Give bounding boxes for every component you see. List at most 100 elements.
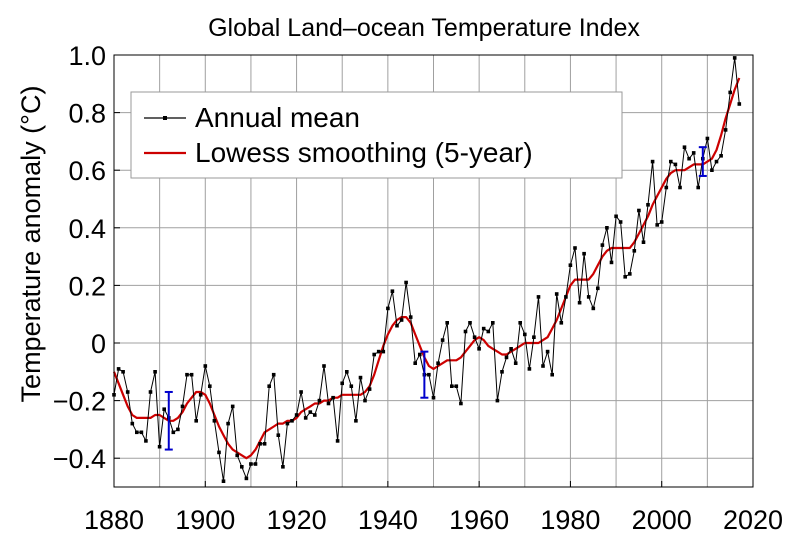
annual-mean-point xyxy=(550,372,554,377)
annual-mean-point xyxy=(386,306,390,311)
annual-mean-point xyxy=(358,375,363,380)
annual-mean-point xyxy=(710,168,714,172)
annual-mean-point xyxy=(427,372,431,377)
annual-mean-point xyxy=(495,398,500,403)
annual-mean-point xyxy=(326,401,331,406)
axis-ticks: 1880 1900 1920 1940 1960 1980 2000 2020 −0.4 −0.2… xyxy=(53,41,783,535)
annual-mean-point xyxy=(249,462,253,466)
annual-mean-point xyxy=(682,145,687,149)
annual-mean-point xyxy=(303,416,308,420)
annual-mean-point xyxy=(372,352,376,357)
annual-mean-point xyxy=(253,462,258,466)
annual-mean-point xyxy=(208,384,212,388)
annual-mean-point xyxy=(454,384,459,388)
annual-mean-line xyxy=(113,57,740,482)
annual-mean-point xyxy=(157,444,162,449)
annual-mean-point xyxy=(532,335,536,339)
annual-mean-point xyxy=(203,364,208,368)
legend-annual-label: Annual mean xyxy=(195,102,360,133)
annual-mean-point xyxy=(262,442,267,446)
annual-mean-point xyxy=(139,430,144,435)
annual-mean-point xyxy=(390,289,395,293)
annual-mean-point xyxy=(345,370,349,374)
legend-annual-marker xyxy=(163,116,167,120)
annual-mean-point xyxy=(335,439,340,443)
annual-mean-point xyxy=(637,208,641,213)
annual-mean-point xyxy=(194,419,198,423)
annual-mean-point xyxy=(500,370,504,374)
y-tick-label: −0.2 xyxy=(53,387,106,417)
annual-mean-point xyxy=(481,326,486,331)
annual-mean-point xyxy=(523,332,527,337)
annual-mean-point xyxy=(116,367,121,371)
x-tick-label: 1880 xyxy=(84,505,144,535)
annual-mean-point xyxy=(732,56,737,60)
annual-mean-point xyxy=(605,226,609,230)
annual-mean-point xyxy=(477,347,481,351)
annual-mean-point xyxy=(244,476,249,481)
annual-mean-point xyxy=(600,243,605,247)
annual-mean-point xyxy=(459,401,463,406)
annual-mean-point xyxy=(646,203,650,207)
annual-mean-point xyxy=(135,430,139,435)
annual-mean-point xyxy=(317,398,322,403)
annual-mean-point xyxy=(591,306,596,311)
annual-mean-point xyxy=(719,154,723,158)
y-tick-label: 0.2 xyxy=(68,271,106,301)
annual-mean-point xyxy=(162,407,166,411)
annual-mean-point xyxy=(267,384,271,388)
y-tick-label: 0.6 xyxy=(68,156,106,186)
annual-mean-point xyxy=(714,159,719,164)
annual-mean-series xyxy=(112,56,742,483)
annual-mean-point xyxy=(294,413,299,417)
annual-mean-point xyxy=(125,390,130,394)
plot-frame xyxy=(113,54,754,488)
y-axis-label: Temperature anomaly (°C) xyxy=(16,86,46,403)
legend-box xyxy=(130,91,623,179)
annual-mean-point xyxy=(737,102,742,106)
annual-mean-point xyxy=(509,347,513,351)
x-tick-label: 1900 xyxy=(175,505,235,535)
annual-mean-point xyxy=(404,280,408,285)
annual-mean-point xyxy=(678,185,682,190)
annual-mean-point xyxy=(673,162,678,167)
annual-mean-point xyxy=(655,223,659,227)
annual-mean-point xyxy=(331,395,335,400)
annual-mean-point xyxy=(381,349,386,354)
annual-mean-point xyxy=(148,390,153,394)
annual-mean-point xyxy=(623,275,627,279)
annual-mean-point xyxy=(586,295,591,299)
annual-mean-point xyxy=(436,361,440,365)
annual-mean-point xyxy=(185,372,189,377)
annual-mean-point xyxy=(564,295,568,299)
annual-mean-point xyxy=(559,321,564,325)
annual-mean-point xyxy=(367,387,372,391)
annual-mean-point xyxy=(290,419,294,423)
uncertainty-bars xyxy=(164,146,707,451)
y-tick-label: 0 xyxy=(91,329,106,359)
annual-mean-point xyxy=(545,349,550,354)
annual-mean-point xyxy=(226,421,230,426)
annual-mean-point xyxy=(413,361,417,365)
legend-smoothing-label: Lowess smoothing (5-year) xyxy=(195,137,533,168)
annual-mean-point xyxy=(212,419,217,423)
annual-mean-point xyxy=(408,315,413,319)
annual-mean-point xyxy=(728,90,732,95)
annual-mean-point xyxy=(349,384,354,388)
annual-mean-point xyxy=(240,465,244,469)
annual-mean-point xyxy=(313,413,317,417)
annual-mean-point xyxy=(641,240,646,244)
annual-mean-point xyxy=(221,479,226,483)
annual-mean-point xyxy=(130,421,135,426)
annual-mean-point xyxy=(363,398,367,403)
annual-mean-point xyxy=(527,367,532,371)
annual-mean-point xyxy=(554,292,559,296)
annual-mean-point xyxy=(491,321,495,325)
annual-mean-point xyxy=(235,453,239,458)
annual-mean-point xyxy=(354,419,358,423)
annual-mean-point xyxy=(614,214,618,219)
annual-mean-point xyxy=(568,263,573,267)
annual-mean-point xyxy=(582,251,586,256)
annual-mean-point xyxy=(395,323,399,328)
